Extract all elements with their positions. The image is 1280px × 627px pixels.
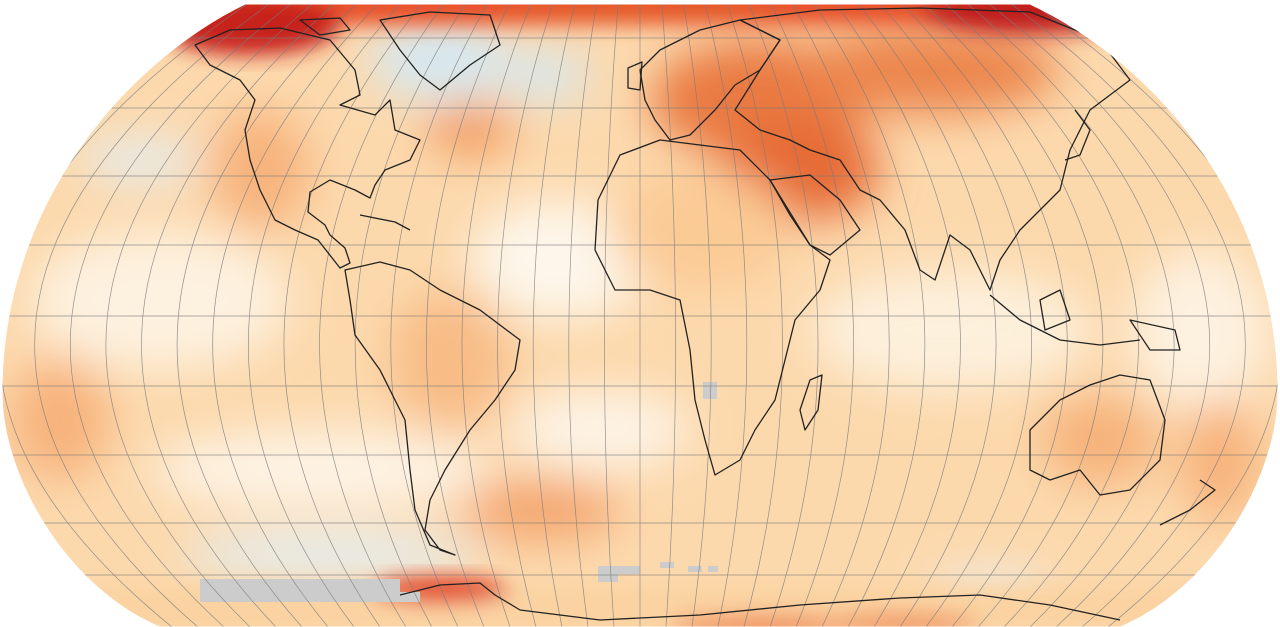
no-data-central-africa [703, 382, 717, 399]
anomaly-warm-north-atlantic [425, 105, 515, 155]
coast-new-zealand [1159, 479, 1216, 526]
no-data-antarctica-atlantic [598, 566, 640, 582]
graticule-meridian [34, 4, 275, 627]
graticule-meridian [1026, 4, 1278, 627]
coast-australia [1029, 374, 1166, 496]
graticule-meridian [940, 4, 1139, 627]
graticule-meridian [833, 4, 961, 627]
anomaly-warm-south-atlantic [460, 480, 620, 540]
anomaly-warm-east-edge [1180, 400, 1260, 520]
graticule-meridian [2, 4, 254, 627]
coastlines [194, 7, 1216, 621]
anomaly-field [10, 20, 1270, 605]
coast-borneo [1039, 289, 1071, 331]
coast-british-isles [627, 61, 643, 91]
graticule-meridian [704, 4, 748, 627]
coast-japan [1064, 109, 1091, 161]
anomaly-cold-greenland [370, 20, 510, 100]
no-data-antarctica-cell-c [708, 566, 718, 572]
graticule-meridian [661, 4, 676, 627]
no-data-antarctica-pacific [200, 579, 420, 602]
coast-indonesia [989, 294, 1141, 346]
anomaly-hot-siberia [800, 25, 1060, 115]
anomaly-warm-south-america [390, 290, 510, 430]
graticule-meridian [768, 4, 854, 627]
graticule-meridian [461, 4, 533, 627]
graticule-meridian [568, 4, 598, 627]
graticule-meridian [248, 4, 404, 627]
graticule-meridian [105, 4, 318, 627]
graticule-meridian [141, 4, 340, 627]
graticule-meridian [390, 4, 490, 627]
anomaly-cold-southern-ocean [180, 533, 480, 577]
anomaly-pale-indian [810, 270, 1090, 390]
graticule-meridian [604, 4, 619, 627]
graticule-meridian [725, 4, 783, 627]
anomaly-cold-north-atlantic [500, 50, 590, 100]
graticule-meridian [854, 4, 997, 627]
graticule-meridian [897, 4, 1068, 627]
coast-south-america [344, 261, 521, 556]
anomaly-pale-pacific [30, 230, 290, 370]
coast-arabia [769, 174, 861, 256]
anomaly-pale-south-pacific [150, 430, 490, 510]
graticule-meridian [532, 4, 576, 627]
coast-europe [639, 19, 781, 141]
coast-new-guinea [1129, 319, 1181, 351]
graticule-meridian [962, 4, 1175, 627]
graticule-meridian [426, 4, 512, 627]
anomaly-cold-north-pacific [80, 140, 200, 180]
coast-antarctica [399, 582, 1121, 621]
graticule-meridian [70, 4, 297, 627]
coast-arctic-islands [299, 17, 351, 36]
coast-asia [734, 7, 1131, 291]
antarctic-warm-east [820, 613, 980, 627]
anomaly-pale-south-atlantic [510, 390, 690, 470]
graticule-meridian [283, 4, 426, 627]
no-data-antarctica-cell-b [688, 566, 702, 572]
coast-caribbean [359, 214, 411, 231]
antarctic-warm-center [670, 615, 850, 627]
graticule-meridian [354, 4, 469, 627]
graticule-meridian [919, 4, 1104, 627]
anomaly-warm-north-america [210, 110, 310, 230]
globe-edge [1, 3, 1279, 627]
coast-north-america [194, 27, 421, 269]
graticule-meridian [790, 4, 890, 627]
graticule-meridian [747, 4, 819, 627]
graticule-meridian [811, 4, 926, 627]
graticule-meridian [876, 4, 1032, 627]
coast-greenland [379, 11, 501, 91]
graticule-meridian [497, 4, 555, 627]
anomaly-mild-north-africa [610, 170, 790, 290]
graticule-meridian [983, 4, 1210, 627]
anomaly-warm-west-pacific-south [10, 360, 110, 480]
coast-africa [594, 139, 831, 476]
graticule-meridian [176, 4, 361, 627]
coast-madagascar [799, 374, 823, 431]
anomaly-pale-east-pacific [1130, 250, 1270, 410]
graticule-meridian [212, 4, 383, 627]
graticule-meridian [682, 4, 712, 627]
graticule-meridian [319, 4, 447, 627]
anomaly-warm-australia [1040, 395, 1160, 485]
no-data-antarctica-cell-a [660, 562, 674, 568]
